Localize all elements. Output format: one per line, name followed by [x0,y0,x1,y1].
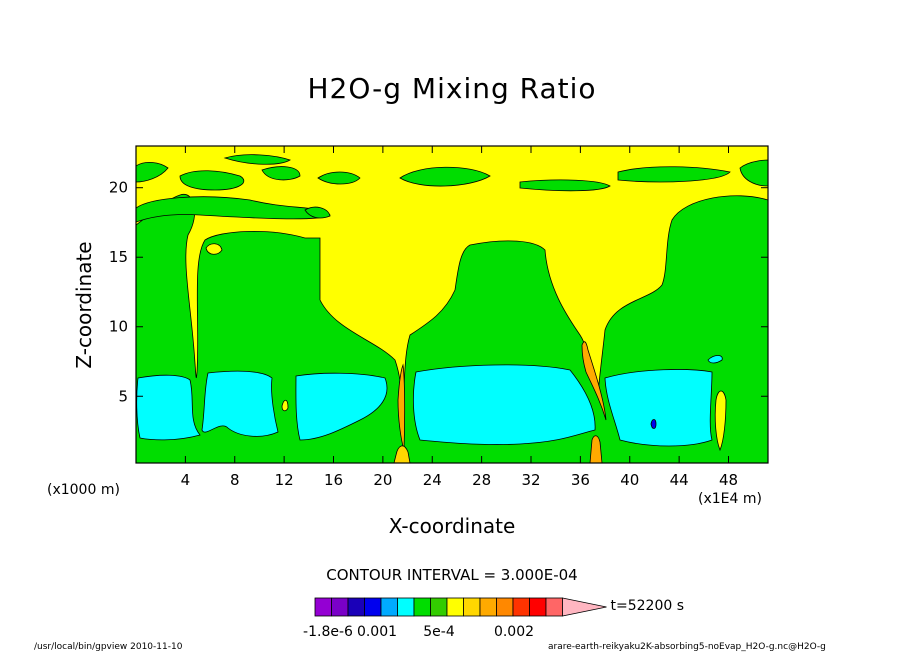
dry-core [650,419,657,429]
y-axis-unit: (x1000 m) [47,482,120,498]
updraft-column-4 [393,445,411,463]
x-tick-label: 40 [620,471,639,489]
moist-strip-7 [519,179,611,192]
colorbar-swatch [347,597,365,617]
chart-title: H2O-g Mixing Ratio [307,72,597,105]
updraft-column-1 [397,363,406,451]
dry-pocket-2 [714,390,727,452]
colorbar-swatch [430,597,448,617]
colorbar-label: -1.8e-6 [303,624,353,640]
wet-cell-6 [707,355,723,364]
time-label: t=52200 s [611,598,685,614]
colorbar-swatch [364,597,382,617]
footer-program-info: /usr/local/bin/gpview 2010-11-10 [34,642,183,652]
colorbar-swatch [397,597,415,617]
y-tick-label: 10 [109,318,128,336]
x-tick-label: 48 [719,471,738,489]
moist-strip-10 [304,206,331,219]
x-tick-label: 20 [373,471,392,489]
x-tick-label: 4 [181,471,191,489]
dry-pocket-1 [281,399,289,412]
colorbar: t=52200 s -1.8e-6 0.001 5e-4 0.002 [303,597,685,640]
x-tick-label: 12 [275,471,294,489]
wet-cell-2 [201,370,279,437]
x-tick-label: 28 [472,471,491,489]
updraft-column-3 [589,435,603,463]
colorbar-swatch [380,597,398,617]
moist-strip-2 [179,170,245,191]
colorbar-swatch [512,597,530,617]
x-tick-label: 36 [571,471,590,489]
wet-cell-1 [136,374,201,441]
contour-interval-note: CONTOUR INTERVAL = 3.000E-04 [326,566,578,584]
colorbar-label: 0.001 [357,624,397,640]
x-tick-label: 32 [521,471,540,489]
y-tick-label: 15 [109,248,128,266]
colorbar-arrow [562,597,607,617]
footer-file-info: arare-earth-reikyaku2K-absorbing5-noEvap… [548,642,826,652]
x-tick-label: 16 [324,471,343,489]
colorbar-swatch [496,597,514,617]
wet-cell-3 [295,372,388,441]
moist-strip-6 [399,166,491,187]
updraft-column-2 [581,341,607,421]
plot-frame [135,145,769,464]
colorbar-swatch [331,597,349,617]
x-axis-unit: (x1E4 m) [698,491,762,507]
x-tick-label: 44 [670,471,689,489]
x-tick-label: 8 [230,471,240,489]
colorbar-swatch [314,597,332,617]
wet-cell-5 [604,369,713,447]
colorbar-swatch [479,597,497,617]
colorbar-swatch [545,597,563,617]
colorbar-label: 5e-4 [423,624,455,640]
x-axis-label: X-coordinate [388,514,516,538]
moist-strip-4 [261,166,301,181]
x-tick-label: 24 [423,471,442,489]
y-tick-label: 5 [118,387,128,405]
moist-strip-1 [136,162,169,183]
moist-strip-8 [617,166,731,183]
contour-fields [136,146,768,463]
colorbar-swatch [413,597,431,617]
colorbar-swatch [529,597,547,617]
wet-cell-4 [412,364,596,445]
moist-strip-5 [317,171,361,185]
dry-pocket-3 [205,243,223,255]
colorbar-swatch [446,597,464,617]
y-tick-label: 20 [109,179,128,197]
moist-strip-9 [739,159,768,187]
colorbar-label: 0.002 [494,624,534,640]
moist-strip-3 [223,154,291,165]
colorbar-swatch [463,597,481,617]
